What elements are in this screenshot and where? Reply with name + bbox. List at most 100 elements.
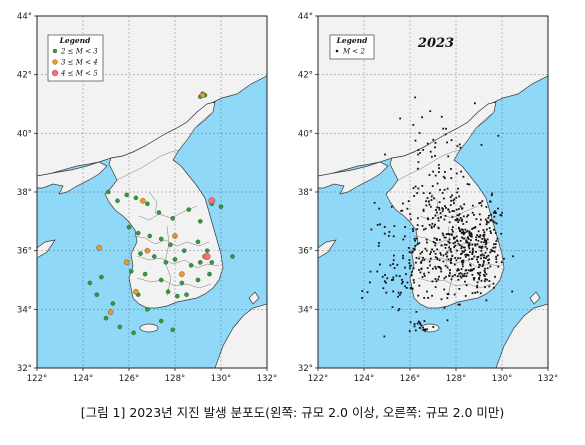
epicenter-point xyxy=(468,247,471,250)
epicenter-point xyxy=(432,170,435,173)
epicenter-point xyxy=(437,163,440,166)
epicenter-point xyxy=(494,232,497,235)
epicenter-point xyxy=(480,254,483,257)
epicenter-point xyxy=(476,234,479,237)
epicenter-point xyxy=(457,208,460,210)
epicenter-point xyxy=(461,236,463,239)
epicenter-point xyxy=(426,197,429,199)
epicenter-point xyxy=(480,218,482,221)
epicenter-point xyxy=(497,265,500,268)
epicenter-point xyxy=(434,265,437,268)
epicenter-point xyxy=(457,187,460,190)
epicenter-point xyxy=(427,296,430,299)
epicenter-point xyxy=(410,251,413,254)
epicenter-point xyxy=(456,214,459,217)
epicenter-point xyxy=(429,251,432,254)
epicenter-point xyxy=(441,210,444,212)
epicenter-point xyxy=(473,267,475,270)
epicenter-point xyxy=(462,246,465,249)
epicenter-point xyxy=(107,309,114,316)
epicenter-point xyxy=(458,195,461,198)
epicenter-point xyxy=(428,260,431,263)
epicenter-point xyxy=(418,132,421,134)
epicenter-point xyxy=(445,206,447,209)
epicenter-point xyxy=(428,203,431,206)
epicenter-point xyxy=(471,292,474,295)
epicenter-point xyxy=(411,287,414,290)
epicenter-point xyxy=(483,233,486,236)
epicenter-point xyxy=(416,224,419,226)
epicenter-point xyxy=(382,287,385,290)
epicenter-point xyxy=(483,241,486,244)
y-tick-label: 42° xyxy=(17,71,32,81)
epicenter-point xyxy=(422,149,425,151)
epicenter-point xyxy=(450,234,453,236)
epicenter-point xyxy=(429,205,432,208)
epicenter-point xyxy=(477,255,480,258)
epicenter-point xyxy=(486,278,488,281)
y-tick-label: 44° xyxy=(17,12,32,22)
epicenter-point xyxy=(490,194,493,197)
epicenter-point xyxy=(494,275,496,278)
epicenter-point xyxy=(434,214,437,217)
epicenter-point xyxy=(462,228,464,231)
epicenter-point xyxy=(158,236,164,242)
epicenter-point xyxy=(405,286,408,289)
y-tick-label: 36° xyxy=(298,247,313,257)
legend-right: Legend M < 2 xyxy=(329,34,375,60)
x-tick-label: 122° xyxy=(308,374,328,384)
epicenter-point xyxy=(478,263,481,266)
epicenter-point xyxy=(446,297,449,299)
epicenter-point xyxy=(474,226,477,228)
epicenter-point xyxy=(479,235,481,238)
epicenter-point xyxy=(438,167,440,170)
epicenter-point xyxy=(453,202,455,205)
epicenter-point xyxy=(387,234,390,237)
epicenter-point xyxy=(168,242,173,248)
epicenter-point xyxy=(402,254,404,257)
epicenter-point xyxy=(490,248,493,251)
epicenter-point xyxy=(430,199,433,201)
epicenter-point xyxy=(401,278,403,281)
epicenter-point xyxy=(450,139,453,142)
epicenter-point xyxy=(416,322,419,325)
epicenter-point xyxy=(436,182,439,185)
epicenter-point xyxy=(133,288,139,295)
epicenter-point xyxy=(426,241,428,244)
epicenter-point xyxy=(450,199,453,202)
epicenter-point xyxy=(441,207,444,210)
epicenter-point xyxy=(499,213,502,216)
epicenter-point xyxy=(445,243,448,246)
epicenter-point xyxy=(460,245,463,248)
epicenter-point xyxy=(392,278,395,281)
epicenter-point xyxy=(426,142,429,145)
epicenter-point xyxy=(198,219,203,224)
epicenter-point xyxy=(165,289,171,295)
epicenter-point xyxy=(463,251,465,253)
legend-entry-2: 3 ≤ M < 4 xyxy=(61,59,98,67)
epicenter-point xyxy=(461,263,464,265)
epicenter-point xyxy=(451,275,454,278)
epicenter-point xyxy=(479,234,482,237)
epicenter-point xyxy=(466,183,469,185)
epicenter-point xyxy=(393,225,396,228)
epicenter-point xyxy=(368,281,371,284)
epicenter-point xyxy=(464,269,467,272)
epicenter-point xyxy=(469,270,472,272)
epicenter-point xyxy=(421,251,424,253)
epicenter-point xyxy=(459,217,462,219)
epicenter-point xyxy=(422,208,425,211)
epicenter-point xyxy=(417,294,420,297)
epicenter-point xyxy=(459,272,462,274)
epicenter-point xyxy=(471,273,474,276)
epicenter-point xyxy=(430,225,433,228)
year-label: 2023 xyxy=(417,36,454,51)
epicenter-point xyxy=(493,243,495,246)
epicenter-point xyxy=(454,219,457,221)
epicenter-point xyxy=(477,261,479,263)
epicenter-point xyxy=(421,276,424,278)
epicenter-point xyxy=(458,269,460,271)
epicenter-point xyxy=(474,243,477,246)
epicenter-point xyxy=(393,267,396,269)
epicenter-point xyxy=(115,198,120,204)
